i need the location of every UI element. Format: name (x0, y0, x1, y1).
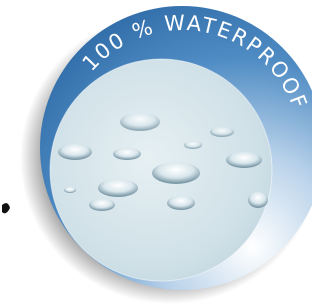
corner-mark (2, 203, 10, 213)
waterproof-badge: 100 % WATERPROOF (0, 0, 312, 308)
